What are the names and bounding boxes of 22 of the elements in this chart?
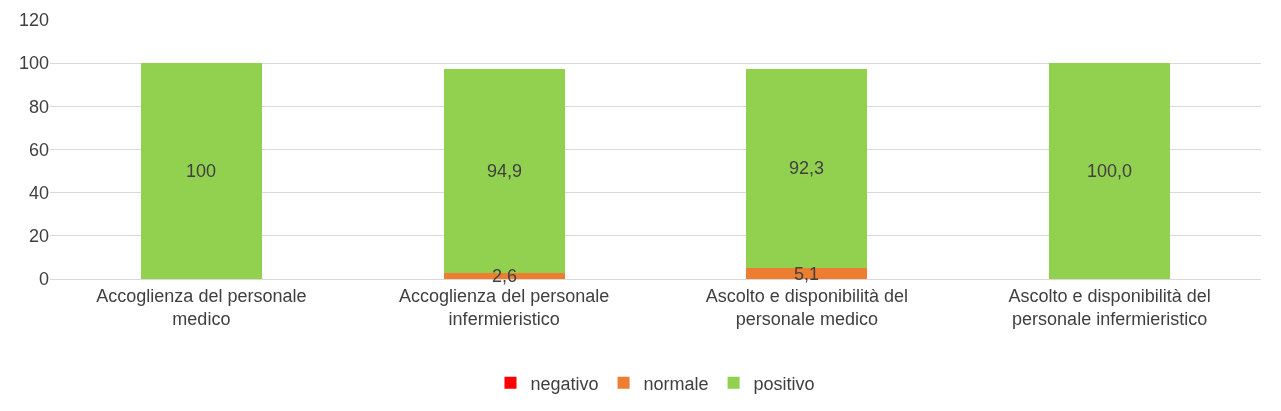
bar bbox=[140, 63, 262, 279]
data-label: 100,0 bbox=[1087, 161, 1133, 181]
y-tick-label: 20 bbox=[28, 226, 49, 247]
x-tick-label: Ascolto e disponibilità del personale medico bbox=[705, 285, 908, 329]
x-tick-label: Accoglienza del personale medico bbox=[96, 285, 307, 329]
bar bbox=[1049, 63, 1171, 279]
y-tick-label: 60 bbox=[28, 139, 49, 160]
y-tick-label: 100 bbox=[18, 53, 49, 74]
x-tick-label: Ascolto e disponibilità del personale infermieristico bbox=[1008, 285, 1211, 329]
y-tick-label: 120 bbox=[18, 10, 49, 31]
y-tick-label: 40 bbox=[28, 182, 49, 203]
data-label: 94,9 bbox=[487, 161, 523, 181]
data-label: 5,1 bbox=[794, 264, 820, 284]
legend-label: negativo bbox=[530, 373, 599, 394]
data-label: 92,3 bbox=[789, 158, 825, 178]
legend-label: positivo bbox=[753, 373, 815, 394]
bar bbox=[746, 68, 868, 268]
y-tick-label: 0 bbox=[38, 269, 49, 290]
x-tick-label: Accoglienza del personale infermieristico bbox=[399, 285, 610, 329]
data-label: 100 bbox=[186, 161, 217, 181]
legend-label: normale bbox=[643, 373, 709, 394]
y-tick-label: 80 bbox=[28, 96, 49, 117]
